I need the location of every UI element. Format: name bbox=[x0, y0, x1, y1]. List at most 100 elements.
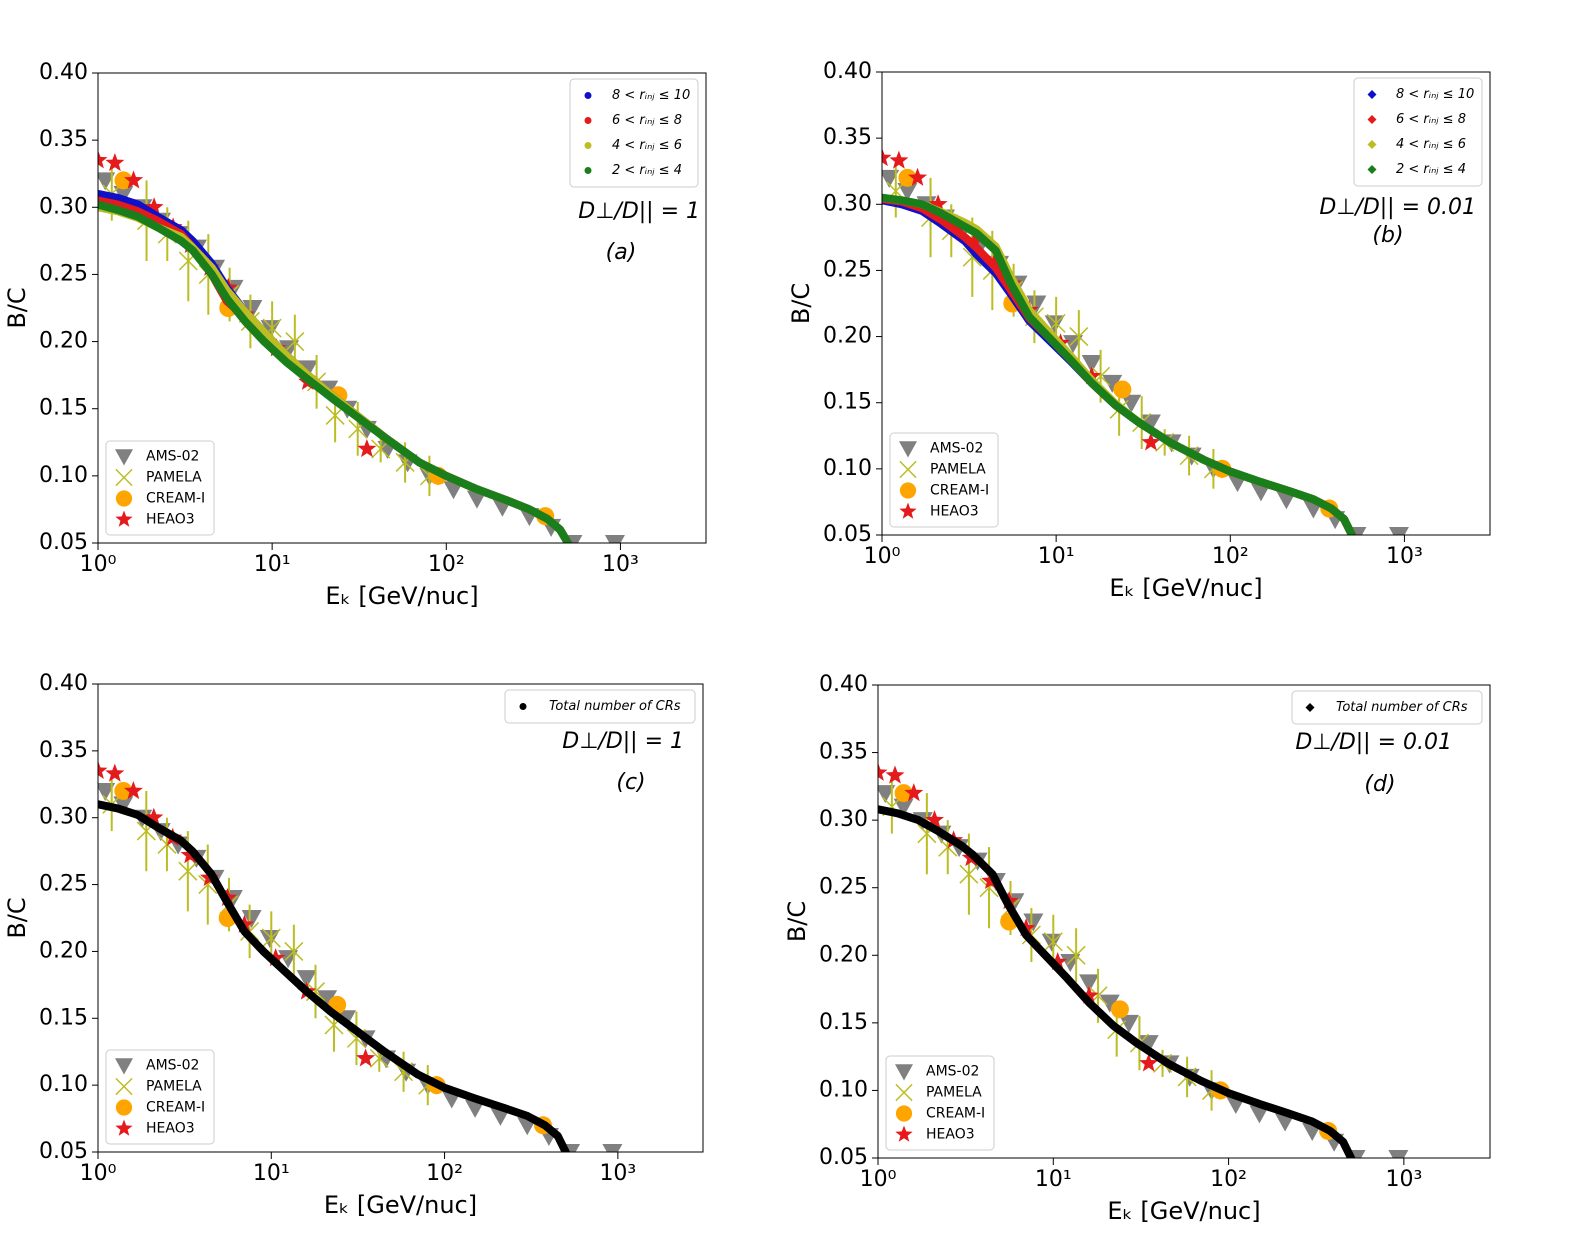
y-axis-label: B/C bbox=[783, 901, 811, 942]
circle-marker bbox=[894, 784, 913, 803]
x-tick-label: 10¹ bbox=[253, 1161, 290, 1186]
x-tick-label: 10² bbox=[428, 552, 465, 577]
y-tick-label: 0.25 bbox=[823, 257, 872, 282]
y-tick-label: 0.30 bbox=[823, 191, 872, 216]
y-tick-label: 0.40 bbox=[39, 671, 88, 696]
legend-box bbox=[504, 689, 696, 724]
legend-label: 8 < rᵢₙⱼ ≤ 10 bbox=[1396, 87, 1474, 102]
plot-area bbox=[98, 760, 623, 1152]
annotation: D⊥/D|| = 0.01 bbox=[1295, 730, 1452, 755]
legend-box bbox=[885, 1055, 995, 1151]
star-marker bbox=[98, 150, 108, 169]
model-curve bbox=[98, 200, 572, 543]
legend-label: 6 < rᵢₙⱼ ≤ 8 bbox=[1396, 112, 1466, 127]
legend-label: PAMELA bbox=[146, 1079, 202, 1095]
triangle-marker bbox=[1079, 974, 1100, 993]
star-marker bbox=[115, 510, 133, 527]
circle-marker bbox=[115, 1099, 133, 1116]
y-tick-label: 0.30 bbox=[39, 805, 88, 830]
legend-label: PAMELA bbox=[146, 470, 202, 486]
axes-frame bbox=[881, 71, 1491, 536]
triangle-marker bbox=[1249, 1105, 1270, 1124]
star-marker bbox=[115, 1119, 133, 1136]
triangle-marker bbox=[242, 300, 263, 318]
legend-label: AMS-02 bbox=[930, 441, 983, 457]
y-tick-label: 0.40 bbox=[823, 59, 872, 84]
y-tick-label: 0.20 bbox=[39, 329, 88, 354]
x-marker bbox=[895, 1083, 913, 1102]
x-marker bbox=[115, 1077, 133, 1096]
star-marker bbox=[899, 502, 917, 519]
plot-area bbox=[878, 762, 1409, 1158]
x-marker bbox=[899, 460, 917, 479]
triangle-marker bbox=[1099, 994, 1120, 1013]
star-marker bbox=[908, 167, 928, 186]
triangle-marker bbox=[1023, 913, 1044, 932]
y-tick-label: 0.15 bbox=[39, 1005, 88, 1030]
y-tick-label: 0.40 bbox=[39, 60, 88, 85]
star-marker bbox=[981, 871, 1001, 889]
y-tick-label: 0.10 bbox=[39, 463, 88, 488]
triangle-marker bbox=[604, 535, 625, 543]
triangle-marker bbox=[1081, 355, 1102, 374]
y-tick-label: 0.30 bbox=[819, 807, 868, 832]
circle-marker bbox=[899, 482, 917, 499]
circle-marker bbox=[114, 171, 133, 190]
star-marker bbox=[1141, 432, 1161, 451]
triangle-marker bbox=[602, 1144, 623, 1152]
panel-label: (d) bbox=[1364, 772, 1395, 797]
circle-marker bbox=[115, 490, 133, 507]
star-marker bbox=[144, 807, 164, 826]
triangle-marker bbox=[317, 990, 338, 1009]
y-tick-label: 0.20 bbox=[39, 938, 88, 963]
diamond-marker bbox=[1367, 90, 1377, 99]
annotation: D⊥/D|| = 0.01 bbox=[1319, 195, 1476, 220]
legend-dot bbox=[584, 117, 592, 124]
circle-marker bbox=[898, 168, 917, 187]
triangle-marker bbox=[297, 360, 318, 379]
y-tick-label: 0.15 bbox=[823, 390, 872, 415]
star-marker bbox=[1048, 952, 1068, 971]
axes-frame bbox=[877, 684, 1491, 1159]
x-tick-label: 10¹ bbox=[1038, 544, 1075, 569]
x-tick-label: 10² bbox=[1210, 1167, 1247, 1192]
y-tick-label: 0.15 bbox=[39, 396, 88, 421]
star-marker bbox=[98, 760, 108, 779]
y-axis-label: B/C bbox=[3, 287, 31, 328]
panel-label: (b) bbox=[1372, 223, 1403, 248]
y-tick-label: 0.25 bbox=[39, 261, 88, 286]
y-tick-label: 0.20 bbox=[823, 324, 872, 349]
star-marker bbox=[925, 810, 944, 829]
legend-dot bbox=[584, 167, 592, 174]
annotation: D⊥/D|| = 1 bbox=[578, 199, 700, 224]
legend-label: Total number of CRs bbox=[549, 699, 681, 714]
star-marker bbox=[123, 781, 143, 800]
x-marker bbox=[1066, 945, 1086, 965]
diamond-marker bbox=[1367, 165, 1377, 174]
star-marker bbox=[885, 765, 905, 784]
y-tick-label: 0.35 bbox=[823, 125, 872, 150]
star-marker bbox=[895, 1125, 913, 1142]
legend-label: HEAO3 bbox=[930, 504, 979, 520]
x-axis-label: Eₖ [GeV/nuc] bbox=[1107, 1197, 1260, 1225]
y-tick-label: 0.05 bbox=[823, 522, 872, 547]
y-axis-label: B/C bbox=[787, 283, 815, 324]
star-marker bbox=[266, 948, 286, 967]
x-tick-label: 10³ bbox=[599, 1161, 636, 1186]
y-tick-label: 0.35 bbox=[819, 740, 868, 765]
model-curve bbox=[98, 800, 570, 1152]
triangle-marker bbox=[1026, 295, 1047, 314]
x-tick-label: 10³ bbox=[1385, 1167, 1422, 1192]
triangle-marker bbox=[115, 449, 133, 466]
panel-label: (a) bbox=[606, 240, 637, 265]
star-marker bbox=[357, 439, 377, 458]
y-tick-label: 0.05 bbox=[819, 1145, 868, 1170]
x-marker bbox=[959, 864, 979, 884]
legend-box bbox=[889, 432, 999, 528]
star-marker bbox=[1079, 985, 1099, 1004]
legend-label: HEAO3 bbox=[146, 1121, 195, 1137]
legend-label: HEAO3 bbox=[146, 512, 195, 528]
star-marker bbox=[965, 231, 985, 250]
legend-label: CREAM-I bbox=[146, 1100, 205, 1116]
